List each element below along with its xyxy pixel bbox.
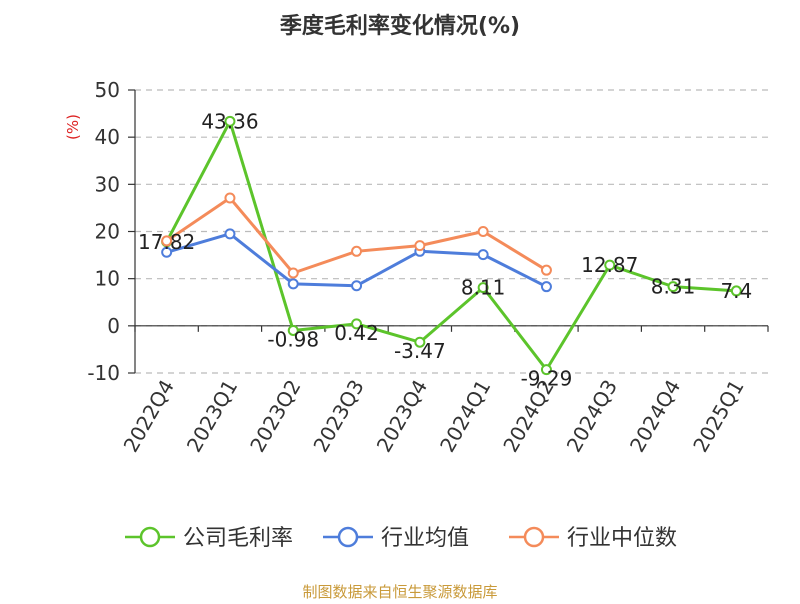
legend-label: 行业中位数 bbox=[567, 526, 677, 551]
data-point bbox=[667, 281, 679, 293]
x-tick-label: 2022Q4 bbox=[119, 376, 179, 457]
legend: 公司毛利率 行业均值 行业中位数 bbox=[125, 526, 677, 551]
series-layer bbox=[161, 115, 742, 376]
data-point bbox=[287, 278, 299, 290]
data-point bbox=[161, 235, 173, 247]
data-point bbox=[287, 267, 299, 279]
legend-label: 公司毛利率 bbox=[183, 526, 293, 551]
data-point bbox=[224, 228, 236, 240]
data-label: 8.31 bbox=[651, 275, 696, 299]
data-label: 12.87 bbox=[581, 253, 638, 277]
data-point bbox=[224, 115, 236, 127]
data-label: 43.36 bbox=[201, 109, 258, 133]
data-point bbox=[414, 336, 426, 348]
legend-marker bbox=[337, 526, 359, 548]
data-label: -9.29 bbox=[521, 367, 573, 391]
x-tick-label: 2023Q2 bbox=[245, 376, 305, 457]
y-tick-label: 10 bbox=[95, 267, 120, 291]
data-point bbox=[540, 264, 552, 276]
data-label: 8.11 bbox=[461, 276, 506, 300]
data-point bbox=[730, 285, 742, 297]
x-tick-label: 2023Q4 bbox=[372, 376, 432, 457]
data-point bbox=[351, 318, 363, 330]
data-point bbox=[224, 192, 236, 204]
x-tick-label: 2023Q3 bbox=[308, 376, 368, 457]
data-label: 0.42 bbox=[334, 321, 379, 345]
x-tick-label: 2025Q1 bbox=[688, 376, 748, 457]
data-point bbox=[477, 226, 489, 237]
source-note: 制图数据来自恒生聚源数据库 bbox=[302, 583, 497, 600]
legend-marker bbox=[523, 526, 545, 548]
data-point bbox=[477, 282, 489, 294]
data-label: 7.4 bbox=[720, 279, 752, 303]
data-point bbox=[414, 240, 426, 252]
y-tick-label: 40 bbox=[95, 125, 120, 149]
data-point bbox=[161, 246, 173, 258]
data-point bbox=[287, 324, 299, 336]
series-line bbox=[165, 119, 737, 372]
data-label: -0.98 bbox=[267, 327, 319, 351]
data-label: 17.82 bbox=[138, 230, 195, 254]
data-point bbox=[540, 281, 552, 293]
data-label: -3.47 bbox=[394, 339, 446, 363]
x-tick-label: 2024Q4 bbox=[625, 376, 685, 457]
y-tick-label: 0 bbox=[107, 314, 120, 338]
y-tick-label: -10 bbox=[87, 361, 120, 385]
data-point bbox=[604, 259, 616, 271]
legend-marker bbox=[139, 526, 161, 548]
x-tick-label: 2023Q1 bbox=[182, 376, 242, 457]
data-labels: 17.82 43.36 -0.98 0.42 -3.47 8.11 -9.29 12.87 8.… bbox=[138, 109, 752, 390]
y-tick-label: 50 bbox=[95, 78, 120, 102]
y-tick-label: 20 bbox=[95, 220, 120, 244]
chart-title: 季度毛利率变化情况(%) bbox=[280, 13, 520, 39]
data-point bbox=[540, 364, 552, 376]
legend-label: 行业均值 bbox=[381, 526, 469, 551]
data-point bbox=[477, 249, 489, 261]
data-point bbox=[351, 280, 363, 292]
x-tick-label: 2024Q1 bbox=[435, 376, 495, 457]
data-point bbox=[351, 245, 363, 257]
y-tick-label: 30 bbox=[95, 172, 120, 196]
y-axis-label: (%) bbox=[64, 114, 82, 140]
